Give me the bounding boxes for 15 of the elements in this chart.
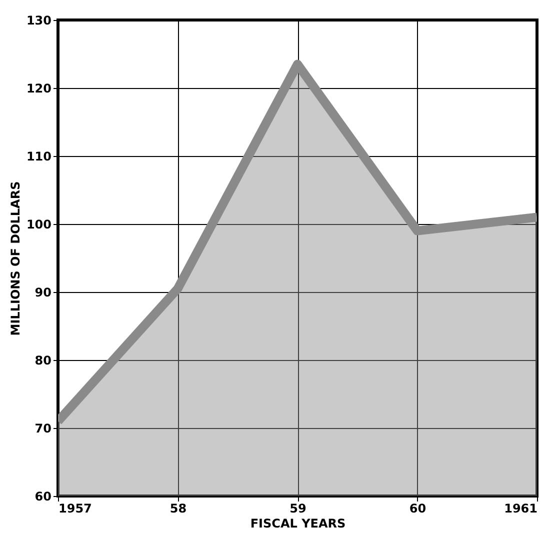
y-tick-label: 120 (26, 82, 52, 96)
x-tick-label: 59 (290, 502, 306, 516)
x-tick-label: 60 (409, 502, 426, 516)
y-tick-label: 80 (34, 354, 52, 368)
x-axis-title: FISCAL YEARS (250, 516, 346, 530)
x-tick-label: 58 (170, 502, 187, 516)
x-tick-label: 1961 (504, 502, 538, 516)
y-tick-label: 90 (34, 286, 52, 300)
x-tick-label: 1957 (58, 502, 92, 516)
y-tick-label: 70 (34, 422, 52, 436)
y-tick-label: 110 (26, 150, 52, 164)
y-tick-label: 130 (26, 14, 52, 28)
y-tick-label: 60 (34, 490, 52, 504)
y-tick-label: 100 (26, 218, 52, 232)
y-axis-title: MILLIONS OF DOLLARS (8, 181, 22, 336)
